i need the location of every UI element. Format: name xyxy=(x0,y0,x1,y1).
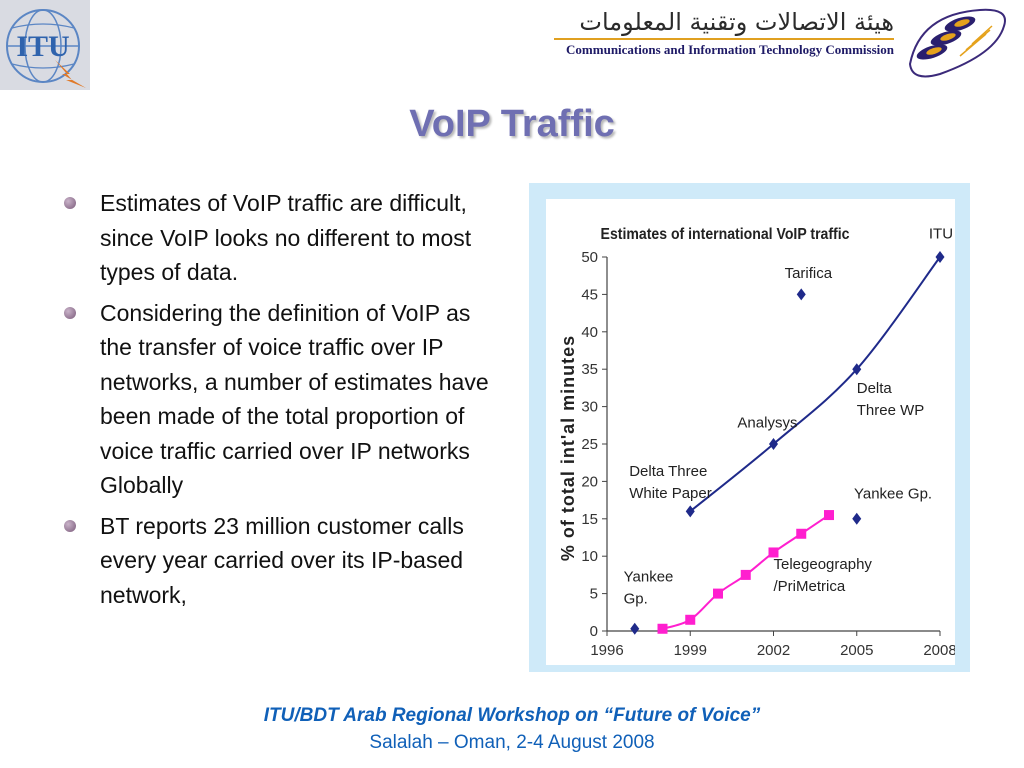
x-tick-label: 2002 xyxy=(757,642,790,659)
chart-annotation-line: ITU xyxy=(929,225,953,242)
chart-annotation: Delta Three WP xyxy=(857,380,925,419)
series-0-trend-line xyxy=(689,256,941,513)
bullet-item: Estimates of VoIP traffic are difficult,… xyxy=(60,186,500,290)
chart-annotation: ITU xyxy=(929,225,953,242)
chart-annotation-line: Tarifica xyxy=(785,265,833,282)
series-1-point xyxy=(852,512,862,525)
bullet-list: Estimates of VoIP traffic are difficult,… xyxy=(60,186,500,618)
trend-lines xyxy=(662,256,941,630)
bullet-dot-icon xyxy=(64,519,76,532)
y-tick-label: 30 xyxy=(581,399,598,416)
chart-annotation-line: Delta xyxy=(857,380,893,397)
chart-panel: Estimates of international VoIP traffic … xyxy=(546,199,955,665)
itu-logo-text: ITU xyxy=(16,30,69,63)
y-tick-label: 25 xyxy=(581,436,598,453)
series-0-point xyxy=(935,251,945,263)
y-tick-label: 0 xyxy=(590,623,598,640)
bullet-text: BT reports 23 million customer calls eve… xyxy=(100,512,464,608)
series-1-point xyxy=(796,288,806,301)
bullet-dot-icon xyxy=(64,306,76,319)
footer: ITU/BDT Arab Regional Workshop on “Futur… xyxy=(0,702,1024,756)
bullet-item: BT reports 23 million customer calls eve… xyxy=(60,509,500,613)
slide-title: VoIP Traffic xyxy=(409,103,615,145)
chart-annotation: Yankee Gp. xyxy=(624,569,674,608)
series-2-point xyxy=(740,569,751,580)
chart-annotation: Analysys xyxy=(737,415,797,432)
chart-annotation-line: Three WP xyxy=(857,402,925,419)
series-2-point xyxy=(657,623,668,634)
bullet-item: Considering the definition of VoIP as th… xyxy=(60,296,500,503)
chart-annotation-line: Telegeography xyxy=(774,556,873,573)
y-tick-label: 35 xyxy=(581,361,598,378)
series-1-point xyxy=(630,622,640,635)
y-tick-label: 5 xyxy=(590,586,598,603)
series-2-point xyxy=(768,547,779,558)
bullet-text: Considering the definition of VoIP as th… xyxy=(100,299,489,499)
chart-title: Estimates of international VoIP traffic xyxy=(601,225,850,243)
series-0-point xyxy=(769,438,778,450)
chart-annotation: Delta Three White Paper xyxy=(629,463,712,502)
x-tick-label: 2008 xyxy=(923,642,955,659)
chart-annotation-line: /PriMetrica xyxy=(774,578,846,595)
chart-annotation-line: Yankee Gp. xyxy=(854,486,932,503)
citc-logo: هيئة الاتصالات وتقنية المعلومات Communic… xyxy=(542,4,1012,80)
axes: 0 5 10 15 20 25 30 35 40 45 50 1996 1999 2002 2005 2008 xyxy=(581,249,955,659)
x-tick-label: 1999 xyxy=(674,642,707,659)
footer-event-location: Salalah – Oman, 2-4 August 2008 xyxy=(369,732,655,753)
y-tick-label: 50 xyxy=(581,249,598,266)
chart-annotation: Tarifica xyxy=(785,265,833,282)
citc-english-name: Communications and Information Technolog… xyxy=(566,42,894,57)
series-2-point xyxy=(685,614,696,625)
data-points xyxy=(630,251,945,635)
series-2-point xyxy=(713,588,723,599)
y-tick-label: 15 xyxy=(581,511,598,528)
series-2-point xyxy=(796,528,807,539)
citc-arabic-name: هيئة الاتصالات وتقنية المعلومات xyxy=(579,8,894,36)
chart-frame: Estimates of international VoIP traffic … xyxy=(529,183,970,672)
y-tick-label: 20 xyxy=(581,473,598,490)
y-tick-label: 40 xyxy=(581,324,598,341)
chart-annotation-line: Gp. xyxy=(624,591,648,608)
series-0-point xyxy=(852,363,862,376)
footer-event-title: ITU/BDT Arab Regional Workshop on “Futur… xyxy=(263,705,761,726)
citc-emblem-icon xyxy=(908,8,1006,78)
series-0-point xyxy=(685,505,695,518)
chart-annotation-line: White Paper xyxy=(629,485,712,502)
chart-annotation: Yankee Gp. xyxy=(854,486,932,503)
bullet-text: Estimates of VoIP traffic are difficult,… xyxy=(100,190,472,285)
series-2-point xyxy=(824,510,834,521)
x-tick-label: 2005 xyxy=(840,642,873,659)
chart-annotation-line: Yankee xyxy=(624,569,674,586)
voip-traffic-chart: Estimates of international VoIP traffic … xyxy=(558,225,955,659)
chart-annotation: Telegeography/PriMetrica xyxy=(774,556,873,595)
annotations: ITU Tarifica Delta Three WP Analysys Delta Th… xyxy=(624,225,953,607)
chart-annotation-line: Delta Three xyxy=(629,463,707,480)
bullet-dot-icon xyxy=(64,197,76,209)
x-tick-label: 1996 xyxy=(590,642,623,659)
y-tick-label: 45 xyxy=(581,286,598,303)
citc-divider xyxy=(554,38,894,40)
y-axis-label: % of total int'al minutes xyxy=(558,335,578,561)
itu-logo: ITU xyxy=(0,0,90,90)
y-tick-label: 10 xyxy=(581,548,598,565)
chart-annotation-line: Analysys xyxy=(737,415,797,432)
